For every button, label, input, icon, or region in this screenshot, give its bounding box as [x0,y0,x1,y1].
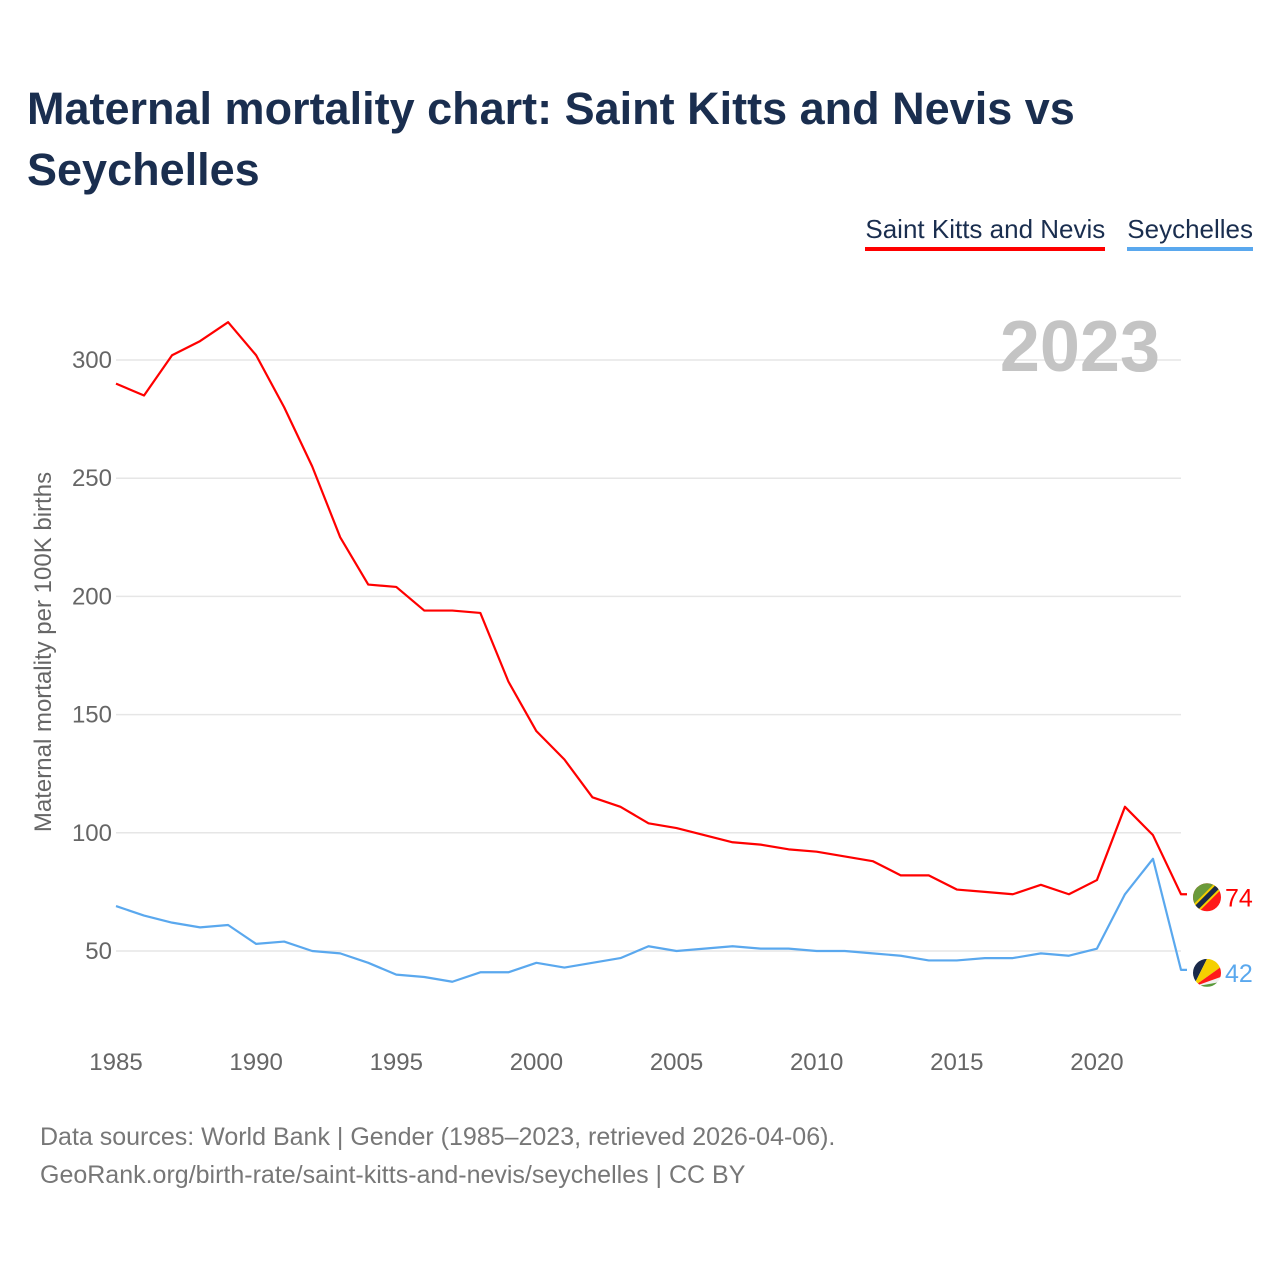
x-tick-label: 2005 [650,1049,703,1076]
year-watermark: 2023 [1000,307,1160,387]
end-value-label-1: 42 [1225,960,1253,988]
x-tick-label: 2020 [1070,1049,1123,1076]
y-tick-label: 250 [72,465,112,492]
y-axis-label: Maternal mortality per 100K births [30,472,57,832]
legend-seychelles[interactable]: Seychelles [1127,214,1253,251]
y-tick-label: 300 [72,347,112,374]
data-sources: Data sources: World Bank | Gender (1985–… [40,1123,836,1151]
y-tick-label: 200 [72,583,112,610]
legend: Saint Kitts and Nevis Seychelles [865,214,1253,251]
end-value-label-0: 74 [1225,884,1253,912]
x-tick-label: 1995 [370,1049,423,1076]
y-tick-label: 50 [85,938,112,965]
source-url[interactable]: GeoRank.org/birth-rate/saint-kitts-and-n… [40,1161,746,1189]
x-tick-label: 2010 [790,1049,843,1076]
x-tick-label: 2015 [930,1049,983,1076]
seychelles-flag-icon [1193,958,1221,987]
series-line-0 [115,321,1187,896]
x-tick-label: 1985 [89,1049,142,1076]
y-tick-label: 150 [72,702,112,729]
series-line-1 [115,857,1187,983]
y-tick-label: 100 [72,820,112,847]
footer: Data sources: World Bank | Gender (1985–… [40,1118,835,1194]
chart-title: Maternal mortality chart: Saint Kitts an… [27,83,1075,195]
saint-kitts-flag-icon [1193,883,1221,912]
legend-saint-kitts-and-nevis[interactable]: Saint Kitts and Nevis [865,214,1106,251]
x-tick-label: 2000 [510,1049,563,1076]
x-tick-label: 1990 [229,1049,282,1076]
